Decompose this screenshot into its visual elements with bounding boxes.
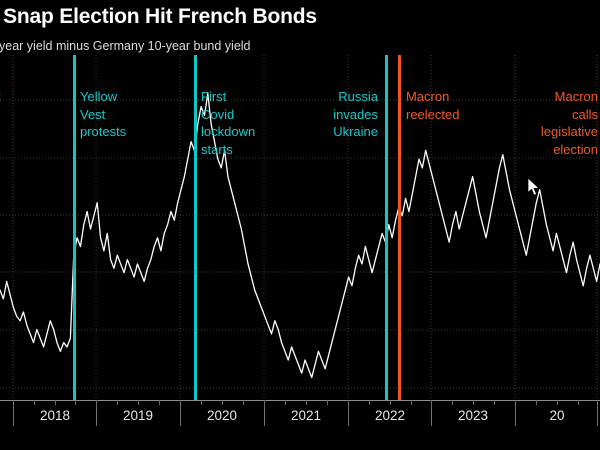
event-yellow-vest-line [73,55,76,400]
x-axis-label-2022: 2022 [374,408,406,423]
chart-subtitle: year yield minus Germany 10-year bund yi… [0,39,251,53]
x-axis-tick-minor-5 [159,400,160,405]
event-first-covid-lockdown-line [194,55,197,400]
x-axis-label-2019: 2019 [122,408,154,423]
x-axis-tick-major-0 [13,400,14,426]
x-axis-tick-minor-17 [494,400,495,405]
event-yellow-vest-label: Yellow Vest protests [80,89,127,139]
x-axis-label-2020: 2020 [206,408,238,423]
x-axis-tick-minor-10 [306,400,307,405]
x-axis-tick-minor-9 [285,400,286,405]
x-axis-tick-minor-6 [201,400,202,405]
chart-title: s Snap Election Hit French Bonds [0,5,317,28]
event-first-covid-lockdown-label: First Covid lockdown starts [201,89,256,157]
x-axis-tick-major-1 [96,400,97,426]
event-russia-invades-ukraine-line [385,55,388,400]
x-axis-tick-major-5 [431,400,432,426]
x-axis-tick-minor-20 [578,400,579,405]
x-axis-tick-minor-2 [75,400,76,405]
event-macron-reelected-line [398,55,401,400]
x-axis-tick-minor-19 [557,400,558,405]
x-axis-label-20: 20 [549,408,565,423]
x-axis-tick-major-2 [180,400,181,426]
event-russia-invades-ukraine-label: Russia invades Ukraine [333,89,378,139]
x-axis-tick-minor-1 [55,400,56,405]
x-axis-line [0,400,600,401]
gridlines [0,55,600,400]
event-cropped-left-label: t [0,88,11,106]
x-axis-tick-major-6 [515,400,516,426]
x-axis-label-2023: 2023 [457,408,489,423]
x-axis-tick-minor-14 [411,400,412,405]
x-axis-tick-minor-12 [369,400,370,405]
event-macron-reelected-label: Macron reelected [406,89,460,122]
x-axis-tick-minor-15 [452,400,453,405]
x-axis-tick-major-3 [264,400,265,426]
x-axis-tick-minor-7 [222,400,223,405]
x-axis-tick-minor-8 [243,400,244,405]
x-axis-tick-major-7 [597,400,598,426]
plot-area [0,55,600,400]
x-axis-tick-minor-3 [117,400,118,405]
x-axis-tick-minor-13 [390,400,391,405]
x-axis-tick-minor-0 [34,400,35,405]
x-axis-tick-minor-11 [327,400,328,405]
x-axis-label-2018: 2018 [39,408,71,423]
x-axis-tick-major-4 [348,400,349,426]
x-axis-label-2021: 2021 [290,408,322,423]
x-axis-tick-minor-4 [138,400,139,405]
series-line-france-germany-spread [0,92,600,379]
plot-svg [0,55,600,400]
x-axis-tick-minor-16 [473,400,474,405]
event-macron-calls-legislative-election-label: Macron calls legislative election [540,89,598,157]
x-axis-tick-minor-18 [536,400,537,405]
